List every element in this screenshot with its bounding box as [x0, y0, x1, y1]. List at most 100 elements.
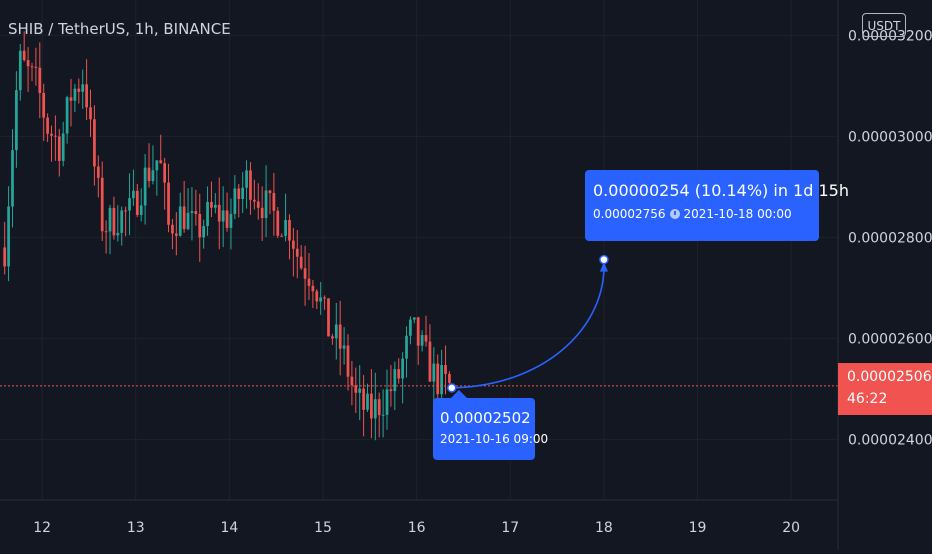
- candle-body: [42, 93, 46, 118]
- candle-body: [432, 363, 436, 382]
- time-tick-label: 13: [127, 520, 145, 536]
- candle-body: [334, 324, 338, 339]
- candle-body: [15, 90, 18, 151]
- candle-body: [229, 213, 233, 228]
- candle-body: [22, 50, 26, 61]
- candle-body: [346, 345, 350, 377]
- candle-body: [167, 182, 170, 225]
- candle-body: [151, 170, 155, 182]
- candle-body: [116, 232, 120, 236]
- candle-body: [260, 207, 264, 219]
- candle-body: [132, 190, 135, 199]
- projection-end-handle[interactable]: [599, 254, 609, 265]
- candle-body: [237, 188, 241, 199]
- candle-body: [174, 233, 178, 236]
- candle-body: [210, 201, 213, 208]
- candle-body: [30, 66, 34, 68]
- projection-curve[interactable]: [451, 269, 605, 389]
- projection-start-label[interactable]: 0.00002502 2021-10-16 09:00: [433, 390, 549, 460]
- candle-body: [7, 206, 10, 267]
- candle-body: [163, 163, 167, 183]
- candle-body: [77, 88, 81, 92]
- price-tick-label: 0.00003000: [848, 129, 932, 145]
- candle-body: [264, 190, 268, 219]
- currency-button[interactable]: USDT: [862, 13, 906, 37]
- symbol-title[interactable]: SHIB / TetherUS, 1h, BINANCE: [8, 20, 231, 38]
- candle-body: [409, 319, 412, 336]
- candle-body: [284, 219, 287, 236]
- candle-body: [186, 212, 190, 230]
- candle-body: [155, 160, 159, 171]
- price-axis[interactable]: 0.000032000.000030000.000028000.00002600…: [848, 28, 932, 448]
- candle-body: [100, 177, 104, 232]
- candle-body: [268, 190, 272, 194]
- current-price-value: 0.00002506: [847, 369, 932, 385]
- candle-body: [26, 60, 30, 67]
- candle-body: [370, 393, 373, 419]
- projection-end-label[interactable]: 0.00000254 (10.14%) in 1d 15h 0.00002756…: [585, 170, 849, 241]
- candle-body: [225, 210, 229, 228]
- candle-body: [299, 256, 303, 269]
- candle-body: [108, 207, 112, 232]
- clock-icon: [669, 209, 680, 219]
- candle-body: [256, 201, 260, 208]
- current-price-tag: 0.00002506 46:22: [838, 363, 932, 415]
- candle-body: [412, 317, 416, 320]
- candle-body: [444, 365, 447, 374]
- candle-body: [436, 363, 440, 395]
- candle-body: [112, 207, 116, 236]
- candle-body: [3, 247, 7, 267]
- candle-body: [303, 268, 307, 279]
- candle-body: [393, 369, 397, 392]
- projection-arrowhead: [599, 261, 608, 272]
- candle-body: [89, 107, 92, 120]
- candle-body: [46, 117, 49, 134]
- time-axis[interactable]: 12 13 14 15 16 17 18 19 20: [33, 520, 800, 536]
- candle-body: [389, 389, 393, 392]
- candle-body: [252, 199, 256, 202]
- candle-body: [307, 278, 311, 286]
- candle-body: [292, 240, 295, 249]
- candle-body: [96, 166, 100, 178]
- candle-body: [34, 66, 38, 68]
- candle-body: [272, 193, 276, 211]
- candle-body: [57, 136, 61, 161]
- candle-body: [120, 210, 124, 233]
- projection-start-time: 2021-10-16 09:00: [440, 432, 549, 446]
- candle-body: [194, 211, 198, 214]
- time-tick-label: 12: [33, 520, 51, 536]
- candle-body: [249, 170, 252, 200]
- candle-body: [38, 67, 42, 94]
- candle-body: [217, 204, 221, 222]
- projection-end-details: 0.00002756 2021-10-18 00:00: [593, 203, 811, 225]
- candle-body: [202, 226, 206, 238]
- candle-body: [288, 219, 291, 241]
- candle-body: [233, 188, 237, 214]
- time-tick-label: 16: [408, 520, 426, 536]
- candle-body: [416, 317, 420, 346]
- candle-body: [381, 414, 385, 416]
- candle-body: [362, 388, 365, 410]
- candle-body: [221, 210, 225, 222]
- candle-body: [385, 389, 389, 415]
- candle-body: [61, 133, 65, 161]
- candle-body: [178, 206, 182, 236]
- grid-lines: [0, 0, 838, 500]
- candle-body: [159, 160, 163, 164]
- projection-start-price: 0.00002502: [440, 409, 531, 427]
- projection-end-time: 2021-10-18 00:00: [683, 207, 792, 221]
- candle-body: [69, 97, 73, 101]
- candle-body: [85, 84, 88, 108]
- candle-body: [73, 88, 77, 101]
- candle-body: [401, 358, 404, 379]
- candle-body: [428, 341, 432, 382]
- time-tick-label: 20: [782, 520, 800, 536]
- bar-countdown: 46:22: [847, 391, 888, 407]
- projection-change: 0.00000254 (10.14%) in 1d 15h: [593, 181, 849, 200]
- candle-body: [397, 369, 401, 379]
- candle-body: [323, 297, 326, 299]
- candle-body: [50, 133, 53, 136]
- candle-body: [139, 205, 143, 215]
